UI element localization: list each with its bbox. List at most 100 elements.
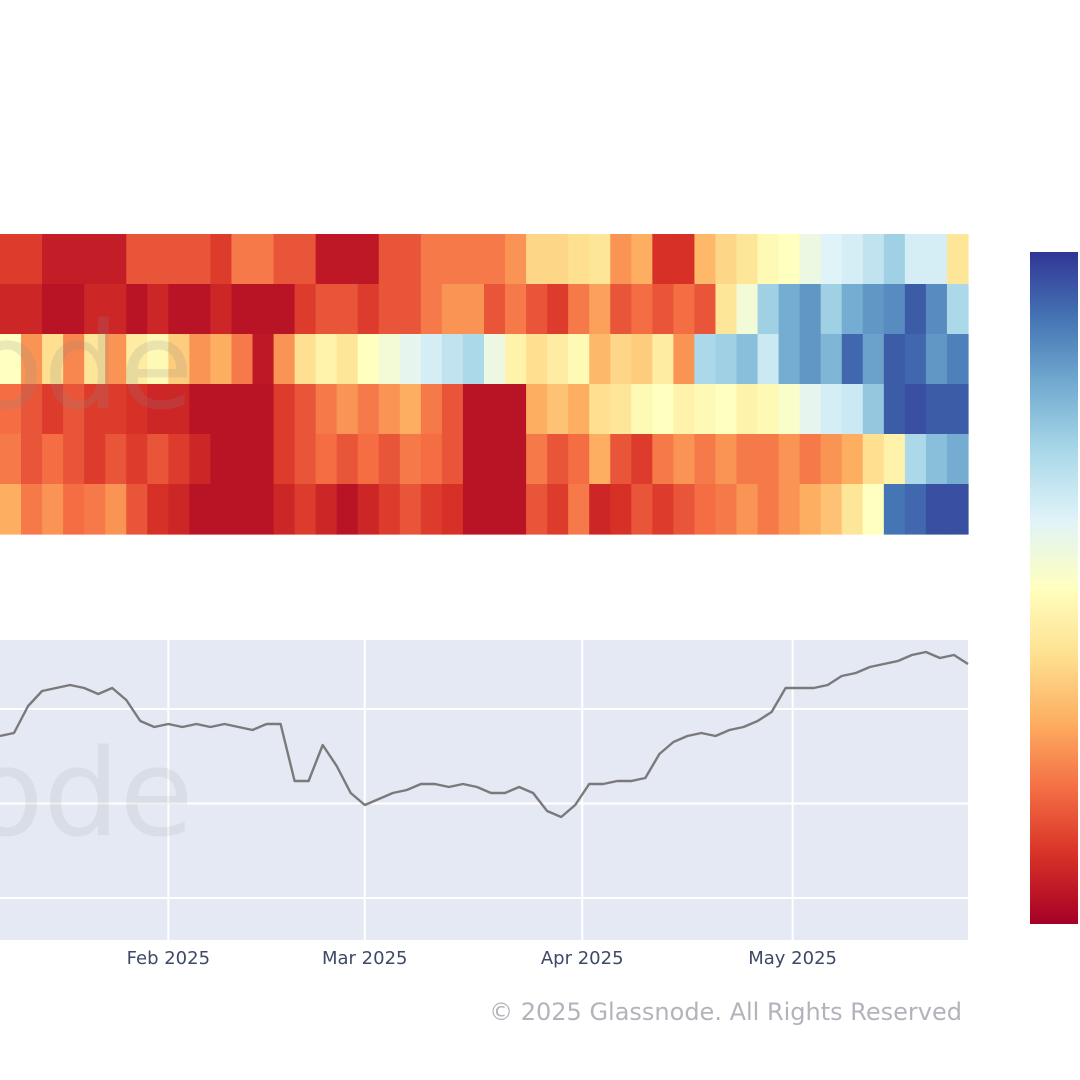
heatmap-cell — [0, 334, 22, 385]
heatmap-cell — [694, 434, 717, 485]
heatmap-cell — [315, 434, 338, 485]
heatmap-cell — [799, 484, 822, 535]
heatmap-cell — [21, 334, 43, 385]
heatmap-cell — [736, 234, 759, 285]
heatmap-cell — [547, 284, 569, 335]
heatmap-cell — [147, 234, 169, 285]
heatmap-cell — [652, 334, 674, 385]
heatmap-cell — [462, 334, 485, 385]
heatmap-cell — [168, 234, 190, 285]
heatmap-cell — [799, 434, 822, 485]
heatmap-cell — [84, 434, 106, 485]
heatmap-cell — [273, 484, 296, 535]
heatmap-cell — [378, 434, 401, 485]
heatmap-cell — [694, 334, 717, 385]
heatmap-cell — [568, 434, 590, 485]
heatmap-cell — [946, 234, 969, 285]
heatmap-cell — [484, 284, 506, 335]
heatmap-cell — [883, 434, 906, 485]
heatmap-cell — [231, 484, 254, 535]
price-line — [0, 650, 969, 819]
heatmap-cell — [294, 284, 317, 335]
heatmap-cell — [589, 234, 611, 285]
heatmap-cell — [231, 234, 254, 285]
price-grid — [0, 640, 968, 940]
heatmap-cell — [883, 284, 906, 335]
heatmap-cell — [42, 234, 64, 285]
heatmap-cell — [336, 334, 359, 385]
heatmap-cell — [189, 484, 212, 535]
heatmap-cell — [84, 234, 106, 285]
heatmap-cell — [946, 334, 969, 385]
heatmap-cell — [946, 484, 969, 535]
heatmap-cell — [189, 234, 212, 285]
heatmap-cell — [441, 434, 464, 485]
heatmap-cell — [673, 384, 696, 435]
heatmap-cell — [399, 434, 422, 485]
heatmap-cell — [925, 334, 948, 385]
heatmap-cell — [189, 284, 212, 335]
heatmap-cell — [231, 384, 254, 435]
heatmap-cell — [420, 384, 443, 435]
heatmap-cell — [757, 484, 780, 535]
heatmap-cell — [631, 284, 653, 335]
heatmap-cell — [231, 434, 254, 485]
heatmap-cell — [63, 384, 85, 435]
heatmap-cell — [610, 234, 632, 285]
heatmap-cell — [610, 484, 632, 535]
heatmap-cell — [420, 484, 443, 535]
heatmap-cell — [315, 284, 338, 335]
heatmap-cell — [757, 334, 780, 385]
heatmap-cell — [441, 284, 464, 335]
heatmap-cell — [610, 284, 632, 335]
heatmap-cell — [652, 484, 674, 535]
heatmap-cell — [862, 334, 885, 385]
heatmap-cell — [841, 334, 864, 385]
heatmap-cell — [568, 484, 590, 535]
heatmap-cell — [126, 284, 148, 335]
heatmap-cell — [568, 384, 590, 435]
heatmap-cell — [673, 234, 696, 285]
heatmap-cell — [252, 334, 275, 385]
heatmap-cell — [441, 334, 464, 385]
heatmap-cell — [673, 434, 696, 485]
heatmap-cell — [252, 484, 275, 535]
heatmap-cell — [189, 434, 212, 485]
heatmap-cell — [21, 484, 43, 535]
heatmap-cell — [778, 234, 801, 285]
heatmap-cell — [904, 284, 927, 335]
heatmap-cell — [84, 384, 106, 435]
heatmap-cell — [484, 384, 506, 435]
heatmap-cell — [589, 334, 611, 385]
heatmap-cell — [904, 434, 927, 485]
heatmap-cell — [589, 484, 611, 535]
heatmap-cell — [42, 484, 64, 535]
heatmap-cell — [378, 334, 401, 385]
heatmap-cell — [841, 384, 864, 435]
heatmap-cell — [252, 234, 275, 285]
heatmap-cell — [799, 234, 822, 285]
heatmap-cell — [441, 234, 464, 285]
copyright-text: © 2025 Glassnode. All Rights Reserved — [489, 998, 962, 1026]
heatmap-cell — [547, 234, 569, 285]
heatmap-cell — [799, 334, 822, 385]
heatmap-cell — [126, 384, 148, 435]
heatmap-cell — [357, 484, 380, 535]
heatmap-cell — [568, 234, 590, 285]
heatmap-cell — [168, 334, 190, 385]
heatmap-cell — [273, 234, 296, 285]
heatmap-cell — [84, 334, 106, 385]
heatmap-cell — [294, 334, 317, 385]
heatmap-cell — [189, 334, 212, 385]
heatmap-cell — [357, 434, 380, 485]
heatmap-cell — [904, 334, 927, 385]
heatmap-cell — [547, 384, 569, 435]
heatmap-cell — [925, 484, 948, 535]
heatmap-cell — [841, 284, 864, 335]
heatmap-cell — [799, 284, 822, 335]
x-axis-ticks: Feb 2025 Mar 2025 Apr 2025 May 2025 — [127, 948, 837, 969]
heatmap-cell — [757, 384, 780, 435]
heatmap-cell — [589, 284, 611, 335]
heatmap-cell — [652, 384, 674, 435]
